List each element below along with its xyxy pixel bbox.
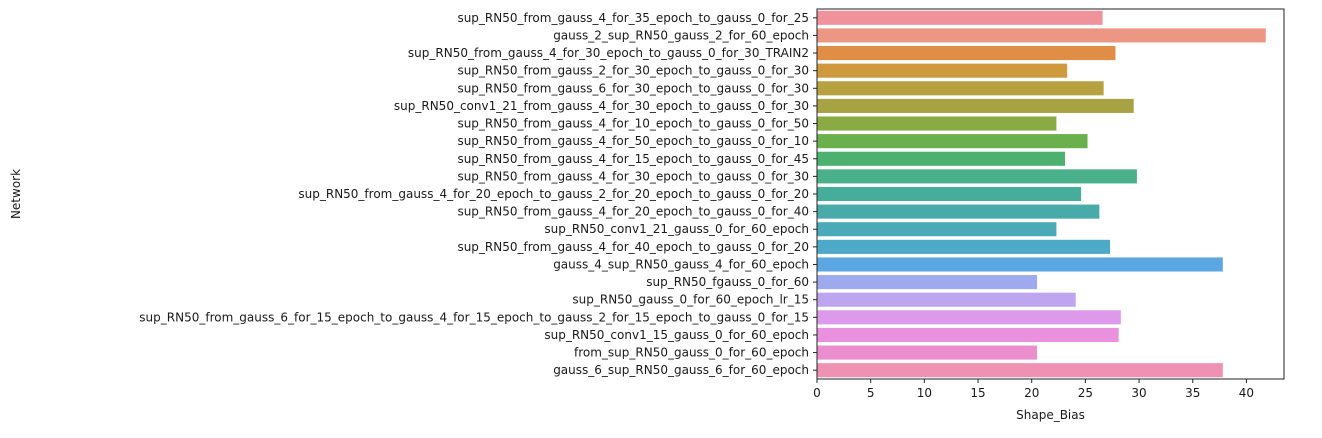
bar [817,327,1119,342]
y-tick-label: sup_RN50_from_gauss_4_for_30_epoch_to_ga… [457,169,809,183]
x-tick-label: 5 [867,386,875,400]
y-tick-label: sup_RN50_from_gauss_4_for_10_epoch_to_ga… [457,117,809,131]
bar [817,81,1104,96]
bar [817,116,1057,131]
y-tick-label: gauss_4_sup_RN50_gauss_4_for_60_epoch [553,257,809,271]
bar [817,169,1137,184]
y-tick-label: sup_RN50_from_gauss_6_for_30_epoch_to_ga… [457,81,809,95]
y-tick-label: sup_RN50_from_gauss_4_for_50_epoch_to_ga… [457,134,809,148]
x-tick-label: 25 [1078,386,1093,400]
y-tick-label: gauss_6_sup_RN50_gauss_6_for_60_epoch [553,363,809,377]
bar [817,63,1068,78]
bar [817,239,1111,254]
y-tick-label: from_sup_RN50_gauss_0_for_60_epoch [574,346,809,360]
bar [817,151,1065,166]
x-tick-label: 15 [970,386,985,400]
bar [817,363,1223,378]
bar [817,10,1103,25]
bar [817,222,1057,237]
y-tick-label: sup_RN50_from_gauss_4_for_30_epoch_to_ga… [408,46,809,60]
bar [817,204,1100,219]
x-tick-label: 40 [1239,386,1254,400]
y-tick-label: sup_RN50_from_gauss_4_for_15_epoch_to_ga… [457,152,809,166]
bar [817,275,1038,290]
plot-frame [816,8,1285,380]
y-tick-label: sup_RN50_conv1_21_from_gauss_4_for_30_ep… [394,99,809,113]
y-tick-label: gauss_2_sup_RN50_gauss_2_for_60_epoch [553,28,809,42]
y-tick-label: sup_RN50_fgauss_0_for_60 [646,275,809,289]
y-tick-label: sup_RN50_conv1_15_gauss_0_for_60_epoch [544,328,809,342]
bar [817,345,1038,360]
bar [817,292,1076,307]
bar [817,28,1266,43]
x-tick-label: 35 [1185,386,1200,400]
bar [817,98,1134,113]
y-axis-label: Network [9,169,23,219]
y-tick-label: sup_RN50_gauss_0_for_60_epoch_lr_15 [572,293,809,307]
bar [817,257,1223,272]
bar [817,46,1116,61]
x-tick-label: 0 [813,386,821,400]
x-tick-label: 20 [1024,386,1039,400]
bar [817,134,1088,149]
y-tick-label: sup_RN50_from_gauss_4_for_35_epoch_to_ga… [457,11,809,25]
y-tick-label: sup_RN50_from_gauss_2_for_30_epoch_to_ga… [457,64,809,78]
y-tick-label: sup_RN50_from_gauss_4_for_20_epoch_to_ga… [457,205,809,219]
bar [817,310,1121,325]
y-tick-label: sup_RN50_from_gauss_4_for_40_epoch_to_ga… [457,240,809,254]
y-tick-label: sup_RN50_from_gauss_4_for_20_epoch_to_ga… [298,187,809,201]
x-tick-label: 10 [917,386,932,400]
y-tick-label: sup_RN50_from_gauss_6_for_15_epoch_to_ga… [139,310,809,324]
y-tick-label: sup_RN50_conv1_21_gauss_0_for_60_epoch [544,222,809,236]
x-tick-label: 30 [1131,386,1146,400]
bar [817,186,1082,202]
x-axis-label: Shape_Bias [1016,408,1085,422]
